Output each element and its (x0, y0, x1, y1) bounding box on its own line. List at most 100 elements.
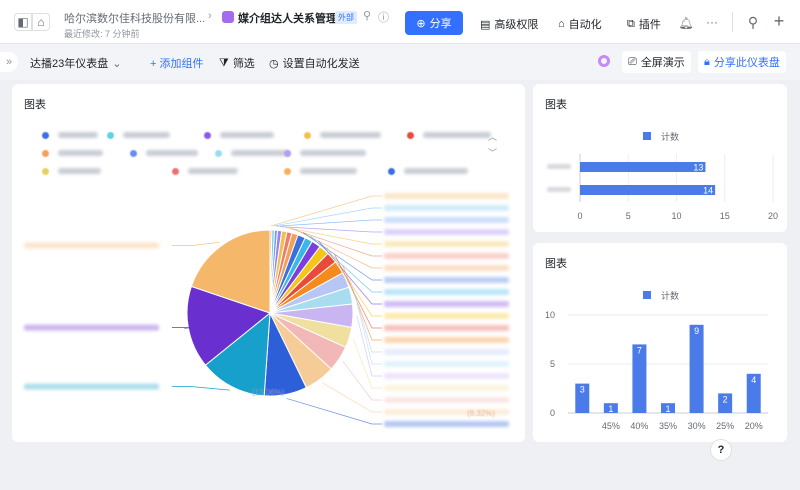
legend-dot[interactable] (407, 132, 414, 139)
more-icon[interactable]: ··· (706, 15, 718, 29)
expand-sidebar-icon[interactable]: » (0, 52, 18, 72)
share-dashboard-button[interactable]: 🔒︎ 分享此仪表盘 (698, 51, 786, 73)
pie-label-blurred (384, 409, 509, 415)
bar-value-label: 4 (751, 375, 756, 385)
leader-line (352, 338, 382, 389)
filter-button[interactable]: ⧩ 筛选 (219, 56, 255, 71)
x-tick-label: 45% (602, 421, 620, 431)
legend-label[interactable]: 计数 (661, 291, 680, 301)
share-button[interactable]: ⊕ 分享 (405, 11, 463, 35)
pie-label-blurred (384, 205, 509, 211)
fullscreen-button[interactable]: ⎚ 全屏演示 (622, 51, 691, 73)
pie-chart (24, 193, 509, 427)
legend-dot[interactable] (304, 132, 311, 139)
filter-icon: ⧩ (219, 56, 229, 69)
dashboard-selector[interactable]: 达播23年仪表盘 ⌄ (30, 57, 122, 71)
bar (661, 403, 675, 413)
search-icon[interactable]: ⚲ (747, 13, 759, 30)
legend-dot[interactable] (204, 132, 211, 139)
home-icon[interactable]: ⌂ (32, 13, 50, 31)
pie-label-blurred (384, 337, 509, 343)
vbar-chart-card: 图表 计数 0 5 10 3 1 45% 7 40% 1 35% 9 30% 2 25% 4 20% (533, 243, 787, 442)
legend-label-blurred (423, 132, 491, 138)
leader-line (273, 207, 382, 227)
pie-label-blurred (384, 421, 509, 427)
help-button[interactable]: ? (710, 439, 732, 461)
leader-line (172, 386, 230, 391)
bar (580, 185, 716, 195)
lock-icon: 🔒︎ (704, 55, 710, 68)
pie-label: (8.32%) (467, 409, 496, 418)
leader-line (172, 241, 220, 246)
pie-chart-card: 图表 ︿ ﹀ (13.06%) (8.32%) (12, 84, 525, 442)
pie-label-blurred (24, 324, 159, 331)
auto-send-button[interactable]: ◷ 设置自动化发送 (269, 57, 360, 71)
pie-label-blurred (384, 385, 509, 391)
leader-line (286, 398, 382, 425)
bell-icon[interactable]: 🔔︎ (678, 16, 694, 30)
pie-label: (13.06%) (252, 388, 285, 397)
x-tick-label: 20 (768, 211, 778, 221)
x-tick-label: 30% (688, 421, 706, 431)
legend-dot[interactable] (284, 168, 291, 175)
pie-label-blurred (384, 277, 509, 283)
leader-line (280, 226, 382, 233)
legend-swatch (643, 132, 651, 140)
bar-value-label: 7 (637, 345, 642, 355)
pie-label-blurred (384, 253, 509, 259)
pin-icon[interactable]: ⚲ (363, 10, 372, 22)
bar (575, 383, 590, 413)
sidebar-toggle-icon[interactable]: ◧ (14, 13, 32, 31)
y-tick-label: 10 (545, 310, 555, 320)
pie-label-blurred (384, 265, 509, 271)
info-icon[interactable]: ⓘ (378, 12, 389, 24)
pie-label-blurred (24, 242, 159, 249)
card-title: 图表 (24, 99, 46, 111)
chevron-down-icon: ⌄ (112, 57, 122, 70)
legend-label-blurred (300, 150, 366, 156)
pie-label-blurred (384, 349, 509, 355)
legend-up-icon[interactable]: ︿ (488, 132, 498, 142)
legend-dot[interactable] (215, 150, 222, 157)
x-tick-label: 10 (671, 211, 681, 221)
bar (632, 344, 647, 413)
bar-value-label: 1 (608, 404, 613, 414)
legend-dot[interactable] (388, 168, 395, 175)
top-bar: ◧ ⌂ 哈尔滨数尔佳科技股份有限... 最近修改: 7 分钟前 › 媒介组达人关… (0, 0, 800, 44)
bar-value-label: 2 (723, 394, 728, 404)
pie-label-blurred (384, 373, 509, 379)
external-badge: 外部 (335, 11, 357, 24)
leader-line (290, 228, 382, 257)
category-label-blurred (547, 187, 571, 192)
legend-dot[interactable] (130, 150, 137, 157)
plugin-icon: ⧉ (627, 17, 635, 30)
base-icon (222, 11, 234, 23)
card-title: 图表 (545, 99, 567, 111)
add-widget-button[interactable]: + 添加组件 (150, 58, 204, 70)
legend-swatch (643, 291, 651, 299)
legend-dot[interactable] (42, 150, 49, 157)
legend-dot[interactable] (107, 132, 114, 139)
pie-label-blurred (24, 383, 159, 390)
legend-down-icon[interactable]: ﹀ (488, 148, 498, 158)
plugin-button[interactable]: ⧉ 插件 (627, 17, 661, 32)
theme-icon[interactable] (598, 55, 610, 67)
legend-label-blurred (404, 168, 468, 174)
add-icon[interactable]: + (773, 10, 785, 31)
doc-title[interactable]: 媒介组达人关系管理 (238, 13, 337, 25)
pie-label-blurred (384, 361, 509, 367)
legend-dot[interactable] (284, 150, 291, 157)
automation-button[interactable]: ⌂ 自动化 (558, 18, 602, 31)
advanced-permission-button[interactable]: ▤ 高级权限 (480, 18, 539, 32)
pie-label-blurred (384, 241, 509, 247)
legend-label[interactable]: 计数 (661, 132, 680, 142)
company-name[interactable]: 哈尔滨数尔佳科技股份有限... (64, 13, 206, 25)
legend-dot[interactable] (42, 132, 49, 139)
legend-dot[interactable] (172, 168, 179, 175)
leader-line (334, 254, 382, 329)
bar-value-label: 3 (580, 385, 585, 395)
legend-label-blurred (300, 168, 357, 174)
pie-slice (204, 311, 271, 397)
legend-dot[interactable] (42, 168, 49, 175)
presentation-icon: ⎚ (628, 55, 637, 68)
